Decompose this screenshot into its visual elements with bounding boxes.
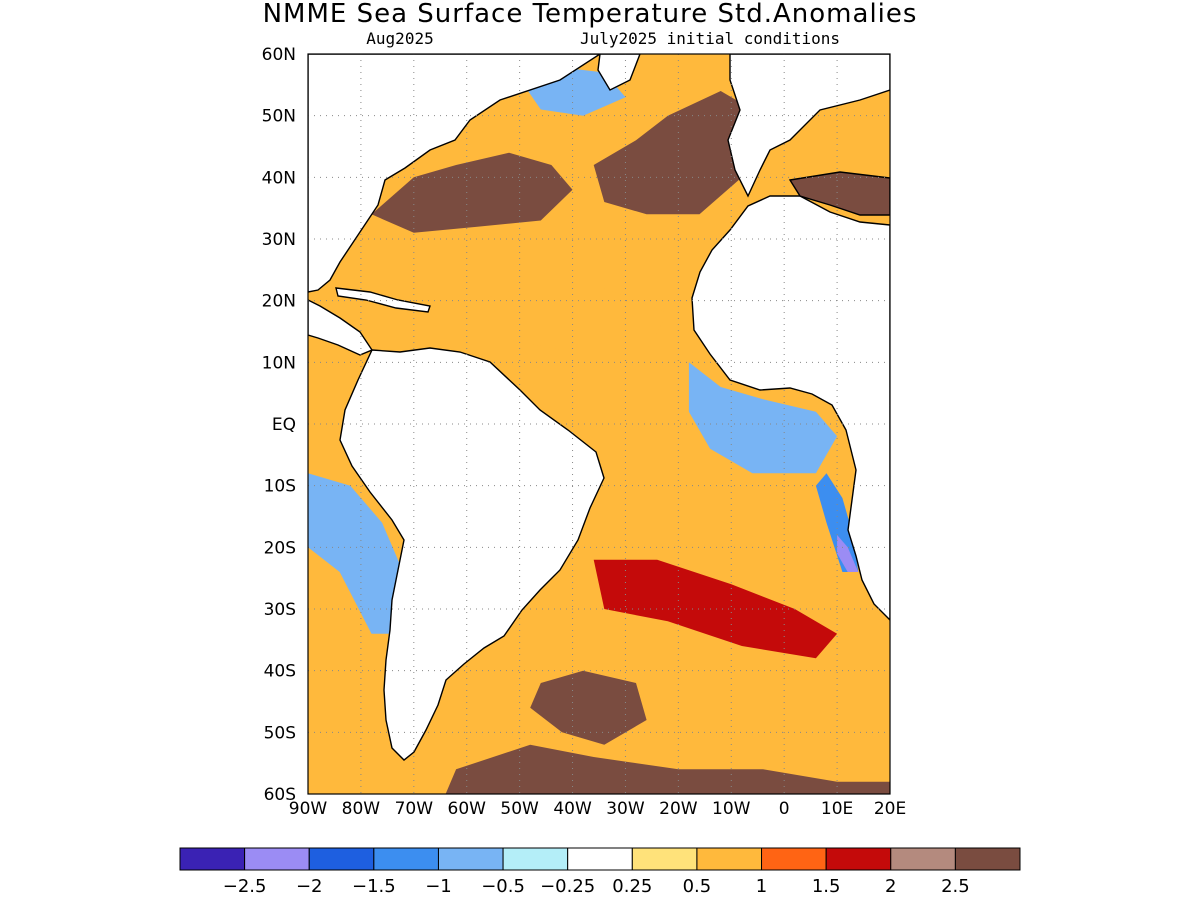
anomaly-region-southern-ocean-extreme-warm xyxy=(445,744,890,794)
colorbar-swatch xyxy=(890,847,956,871)
map-title: NMME Sea Surface Temperature Std.Anomali… xyxy=(263,0,918,29)
mediterranean-sea xyxy=(788,171,890,216)
lat-label: 60N xyxy=(262,45,296,65)
colorbar-label: −1 xyxy=(425,876,452,897)
colorbar-label: 2.5 xyxy=(941,876,970,897)
lat-label: 30S xyxy=(264,600,296,620)
lat-label: 20S xyxy=(264,538,296,558)
africa-land xyxy=(691,195,890,621)
lon-label: 20W xyxy=(659,799,698,819)
colorbar-label: 0.5 xyxy=(683,876,712,897)
land-masses xyxy=(308,54,890,761)
anomaly-region-gulf-of-guinea-cool xyxy=(688,362,838,474)
europe-land xyxy=(727,54,890,198)
lon-label: 40W xyxy=(553,799,592,819)
longitude-labels: 90W 80W 70W 60W 50W 40W 30W 20W 10W 0 10E 20E xyxy=(289,799,906,819)
lat-label: 60S xyxy=(264,785,296,805)
lon-label: 90W xyxy=(289,799,328,819)
colorbar-swatch xyxy=(567,847,633,871)
colorbar-swatch xyxy=(631,847,698,871)
anomaly-region-north-atlantic-central-extreme-warm xyxy=(593,91,763,215)
south-america-land xyxy=(339,347,605,761)
lon-label: 80W xyxy=(342,799,381,819)
caribbean-islands-land xyxy=(335,287,431,313)
lon-label: 0 xyxy=(779,799,790,819)
lat-label: 50N xyxy=(262,107,296,127)
central-america-land xyxy=(308,299,374,356)
colorbar-swatch xyxy=(244,847,310,871)
colorbar-label: 0.25 xyxy=(612,876,652,897)
greenland-land xyxy=(597,54,641,91)
lat-label: 30N xyxy=(262,230,296,250)
lat-label: 20N xyxy=(262,292,296,312)
anomaly-regions xyxy=(308,66,890,794)
anomaly-region-tropical-north-atlantic-mild-warm xyxy=(477,288,668,350)
colorbar-label: −0.25 xyxy=(540,876,595,897)
colorbar-swatch xyxy=(825,847,892,871)
colorbar-swatch xyxy=(954,847,1021,871)
lat-lon-grid xyxy=(308,54,890,794)
lat-label: 10S xyxy=(264,477,296,497)
anomaly-region-gulf-stream-extreme-warm xyxy=(371,152,573,233)
lon-label: 70W xyxy=(395,799,434,819)
colorbar-label: 1.5 xyxy=(812,876,841,897)
lon-label: 10W xyxy=(712,799,751,819)
lat-label: 40S xyxy=(264,662,296,682)
anomaly-region-south-atlantic-extreme-warm xyxy=(530,670,647,745)
colorbar-swatch xyxy=(696,847,763,871)
anomaly-region-south-atlantic-warm-band xyxy=(593,559,838,659)
colorbar-label: −1.5 xyxy=(352,876,396,897)
lat-label: EQ xyxy=(272,415,296,435)
forecast-month: Aug2025 xyxy=(366,29,433,48)
lon-label: 10E xyxy=(821,799,853,819)
colorbar-label: −2 xyxy=(296,876,323,897)
anomaly-region-peru-chile-cool xyxy=(308,473,404,634)
colorbar-swatch xyxy=(502,847,569,871)
initial-conditions: July2025 initial conditions xyxy=(580,29,840,48)
map-frame xyxy=(307,53,891,795)
colorbar-swatch xyxy=(761,847,827,871)
lat-label: 40N xyxy=(262,168,296,188)
lon-label: 60W xyxy=(448,799,487,819)
colorbar: −2.5 −2 −1.5 −1 −0.5 −0.25 0.25 0.5 1 1.5 2 2.5 xyxy=(179,847,1021,897)
colorbar-swatch xyxy=(179,847,246,871)
lon-label: 30W xyxy=(606,799,645,819)
colorbar-label: −0.5 xyxy=(481,876,525,897)
anomaly-region-benguela-extreme-cool xyxy=(837,535,859,572)
colorbar-swatch xyxy=(373,847,439,871)
lat-label: 10N xyxy=(262,353,296,373)
lon-label: 50W xyxy=(500,799,539,819)
colorbar-swatch xyxy=(308,847,375,871)
latitude-labels: 60N 50N 40N 30N 20N 10N EQ 10S 20S 30S 40S 50S 60S xyxy=(262,45,296,805)
colorbar-label: 2 xyxy=(885,876,896,897)
lon-label: 20E xyxy=(874,799,906,819)
colorbar-label: 1 xyxy=(756,876,767,897)
lat-label: 50S xyxy=(264,723,296,743)
north-america-land xyxy=(308,54,602,293)
colorbar-label: −2.5 xyxy=(223,876,267,897)
colorbar-swatch xyxy=(437,847,504,871)
